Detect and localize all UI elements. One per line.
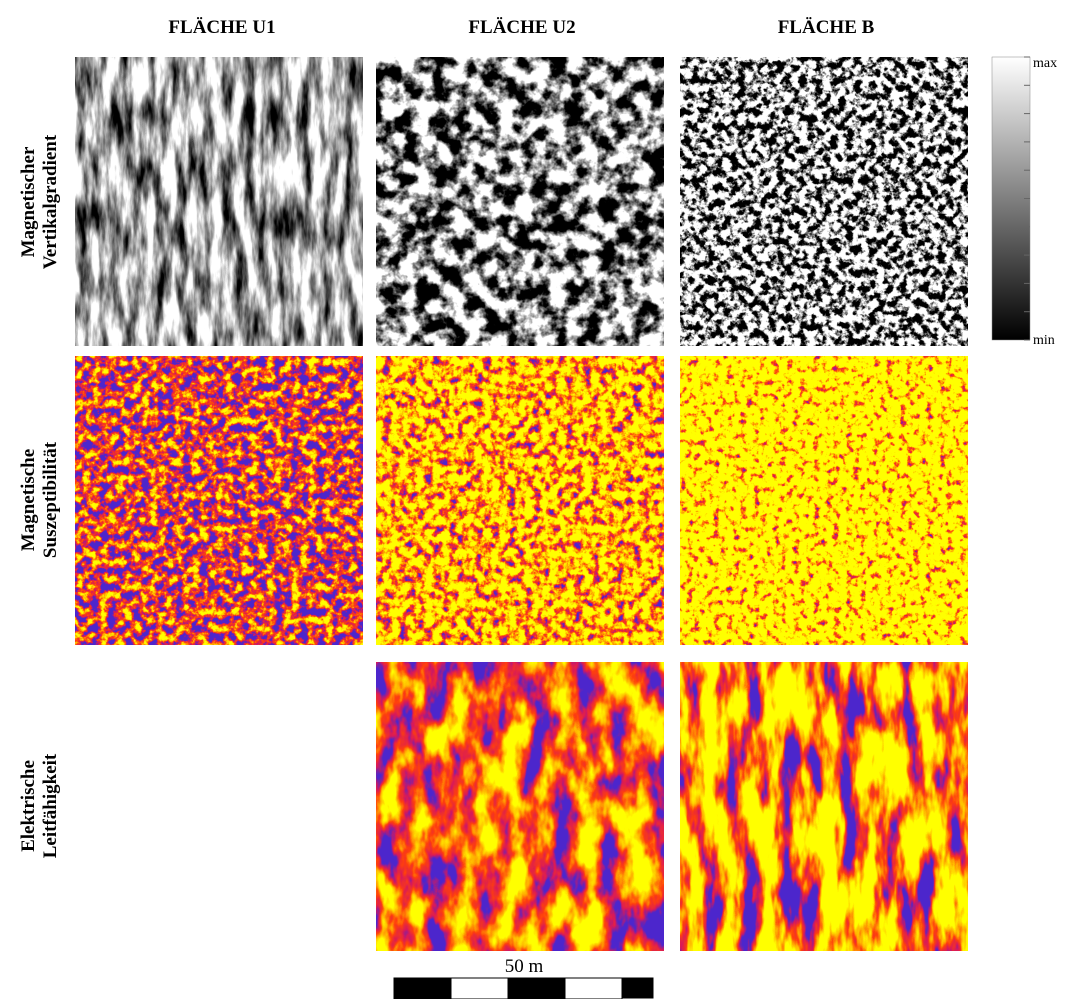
column-title: FLÄCHE U1 [168,17,275,38]
row-label-line: Magnetische [18,449,39,551]
scale-label: 50 m [505,956,544,977]
map-panel [680,356,968,645]
colorbar-max: max [1033,56,1057,71]
row-label: Magnetische Suszeptibilität [18,441,61,558]
column-title: FLÄCHE U2 [468,17,575,38]
column-title: FLÄCHE B [778,17,875,38]
row-label: Elektrische Leitfähigkeit [18,753,61,858]
row-label-line: Vertikalgradient [40,134,61,269]
row-label-line: Suszeptibilität [40,441,61,558]
colorbar [991,56,1031,341]
map-panel [680,57,968,346]
scale-bar [393,977,654,999]
row-label-line: Magnetischer [18,146,39,257]
map-panel [376,356,664,645]
row-label: Magnetischer Vertikalgradient [18,134,61,269]
row-label-line: Elektrische [18,760,39,852]
colorbar-ticks [1024,56,1030,341]
colorbar-min: min [1033,333,1055,348]
map-panel [75,57,363,346]
map-panel [75,356,363,645]
row-label-line: Leitfähigkeit [40,753,61,858]
map-panel [376,662,664,951]
map-panel [680,662,968,951]
map-panel [376,57,664,346]
